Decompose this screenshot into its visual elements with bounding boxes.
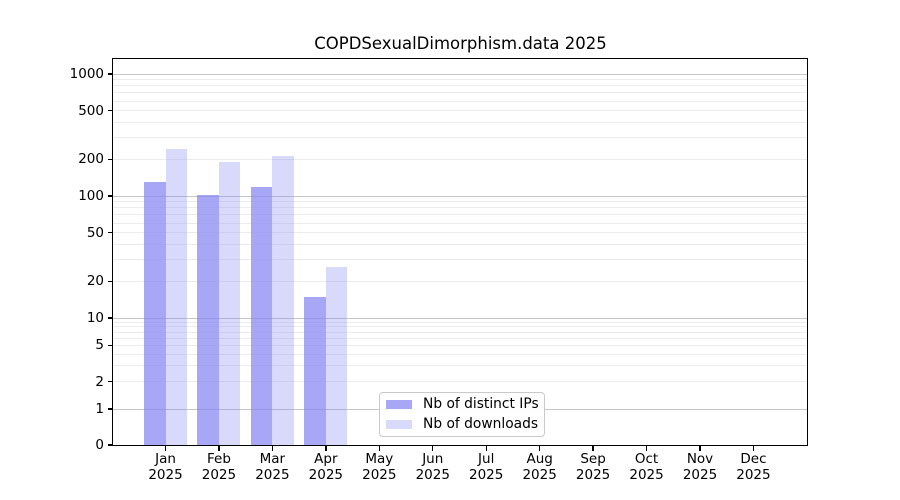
gridline-minor <box>113 331 808 333</box>
x-tick-mark <box>432 445 434 451</box>
y-tick-mark <box>108 232 113 234</box>
legend-swatch-distinct-ips <box>386 399 412 410</box>
x-tick-label: Dec 2025 <box>736 451 771 483</box>
x-tick-label: Oct 2025 <box>629 451 664 483</box>
x-tick-label: Mar 2025 <box>255 451 290 483</box>
x-tick-label: Jun 2025 <box>415 451 450 483</box>
gridline-minor <box>113 321 808 323</box>
bar-downloads-jan <box>165 149 187 445</box>
bar-downloads-mar <box>272 155 294 445</box>
x-tick-mark <box>218 445 220 451</box>
gridline-minor <box>113 201 808 203</box>
gridline-minor <box>113 244 808 246</box>
gridline-major <box>113 73 808 75</box>
y-tick-label: 0 <box>95 437 104 453</box>
y-tick-mark <box>108 73 113 75</box>
gridline-minor <box>113 137 808 139</box>
legend-label-distinct-ips: Nb of distinct IPs <box>423 396 539 412</box>
gridline-minor <box>113 79 808 81</box>
gridline-minor <box>113 207 808 209</box>
bar-distinct-ips-feb <box>197 194 219 445</box>
x-tick-label: Apr 2025 <box>308 451 344 483</box>
gridline-minor <box>113 110 808 112</box>
bar-distinct-ips-apr <box>304 296 326 445</box>
gridline-minor <box>113 232 808 234</box>
y-tick-mark <box>108 158 113 160</box>
x-tick-label: Jul 2025 <box>469 451 504 483</box>
gridline-minor <box>113 92 808 94</box>
gridline-minor <box>113 100 808 102</box>
y-tick-mark <box>108 444 113 446</box>
gridline-minor <box>113 158 808 160</box>
x-tick-mark <box>752 445 755 451</box>
y-tick-label: 2 <box>95 373 104 390</box>
y-tick-label: 1000 <box>69 66 104 82</box>
bar-distinct-ips-jan <box>144 181 166 445</box>
gridline-minor <box>113 222 808 224</box>
x-tick-mark <box>592 445 594 451</box>
x-tick-label: Jan 2025 <box>148 451 183 483</box>
y-tick-mark <box>108 408 113 410</box>
x-tick-mark <box>485 445 487 451</box>
x-tick-mark <box>538 445 541 451</box>
bar-distinct-ips-mar <box>250 186 273 445</box>
gridline-minor <box>113 85 808 87</box>
x-tick-mark <box>645 445 648 451</box>
gridline-major <box>113 317 808 319</box>
y-tick-mark <box>108 280 113 282</box>
x-tick-mark <box>378 445 380 451</box>
x-tick-mark <box>271 445 274 451</box>
y-tick-label: 5 <box>95 337 104 354</box>
gridline-minor <box>113 214 808 216</box>
bar-downloads-apr <box>325 267 348 445</box>
legend-label-downloads: Nb of downloads <box>423 416 539 432</box>
x-tick-mark <box>699 445 701 451</box>
gridline-minor <box>113 280 808 282</box>
y-tick-mark <box>108 380 113 383</box>
x-tick-label: Nov 2025 <box>682 451 718 483</box>
y-tick-mark <box>108 344 113 347</box>
y-tick-label: 1 <box>95 401 104 417</box>
y-tick-label: 50 <box>86 224 104 241</box>
y-tick-label: 200 <box>78 151 104 168</box>
chart-title: COPDSexualDimorphism.data 2025 <box>314 34 607 53</box>
y-tick-mark <box>108 110 113 112</box>
gridline-minor <box>113 365 808 367</box>
y-tick-mark <box>108 317 113 319</box>
gridline-minor <box>113 353 808 355</box>
x-tick-label: Feb 2025 <box>201 451 237 483</box>
y-tick-label: 500 <box>78 102 104 119</box>
gridline-minor <box>113 381 808 383</box>
gridline-minor <box>113 337 808 339</box>
gridline-major <box>113 195 808 197</box>
legend: Nb of distinct IPs Nb of downloads <box>379 392 545 437</box>
x-tick-label: May 2025 <box>362 451 397 483</box>
bar-downloads-feb <box>218 161 241 445</box>
y-tick-label: 10 <box>86 310 104 326</box>
gridline-minor <box>113 122 808 124</box>
x-tick-mark <box>164 445 167 451</box>
legend-item-downloads: Nb of downloads <box>386 416 544 433</box>
gridline-minor <box>113 326 808 328</box>
y-tick-mark <box>108 195 113 197</box>
gridline-minor <box>113 344 808 346</box>
x-tick-label: Sep 2025 <box>575 451 611 483</box>
x-tick-label: Aug 2025 <box>522 451 557 483</box>
y-tick-label: 100 <box>78 188 104 204</box>
legend-swatch-downloads <box>386 419 412 430</box>
x-tick-mark <box>325 445 327 451</box>
gridline-minor <box>113 259 808 261</box>
y-tick-label: 20 <box>86 273 104 290</box>
legend-item-distinct-ips: Nb of distinct IPs <box>386 396 544 413</box>
